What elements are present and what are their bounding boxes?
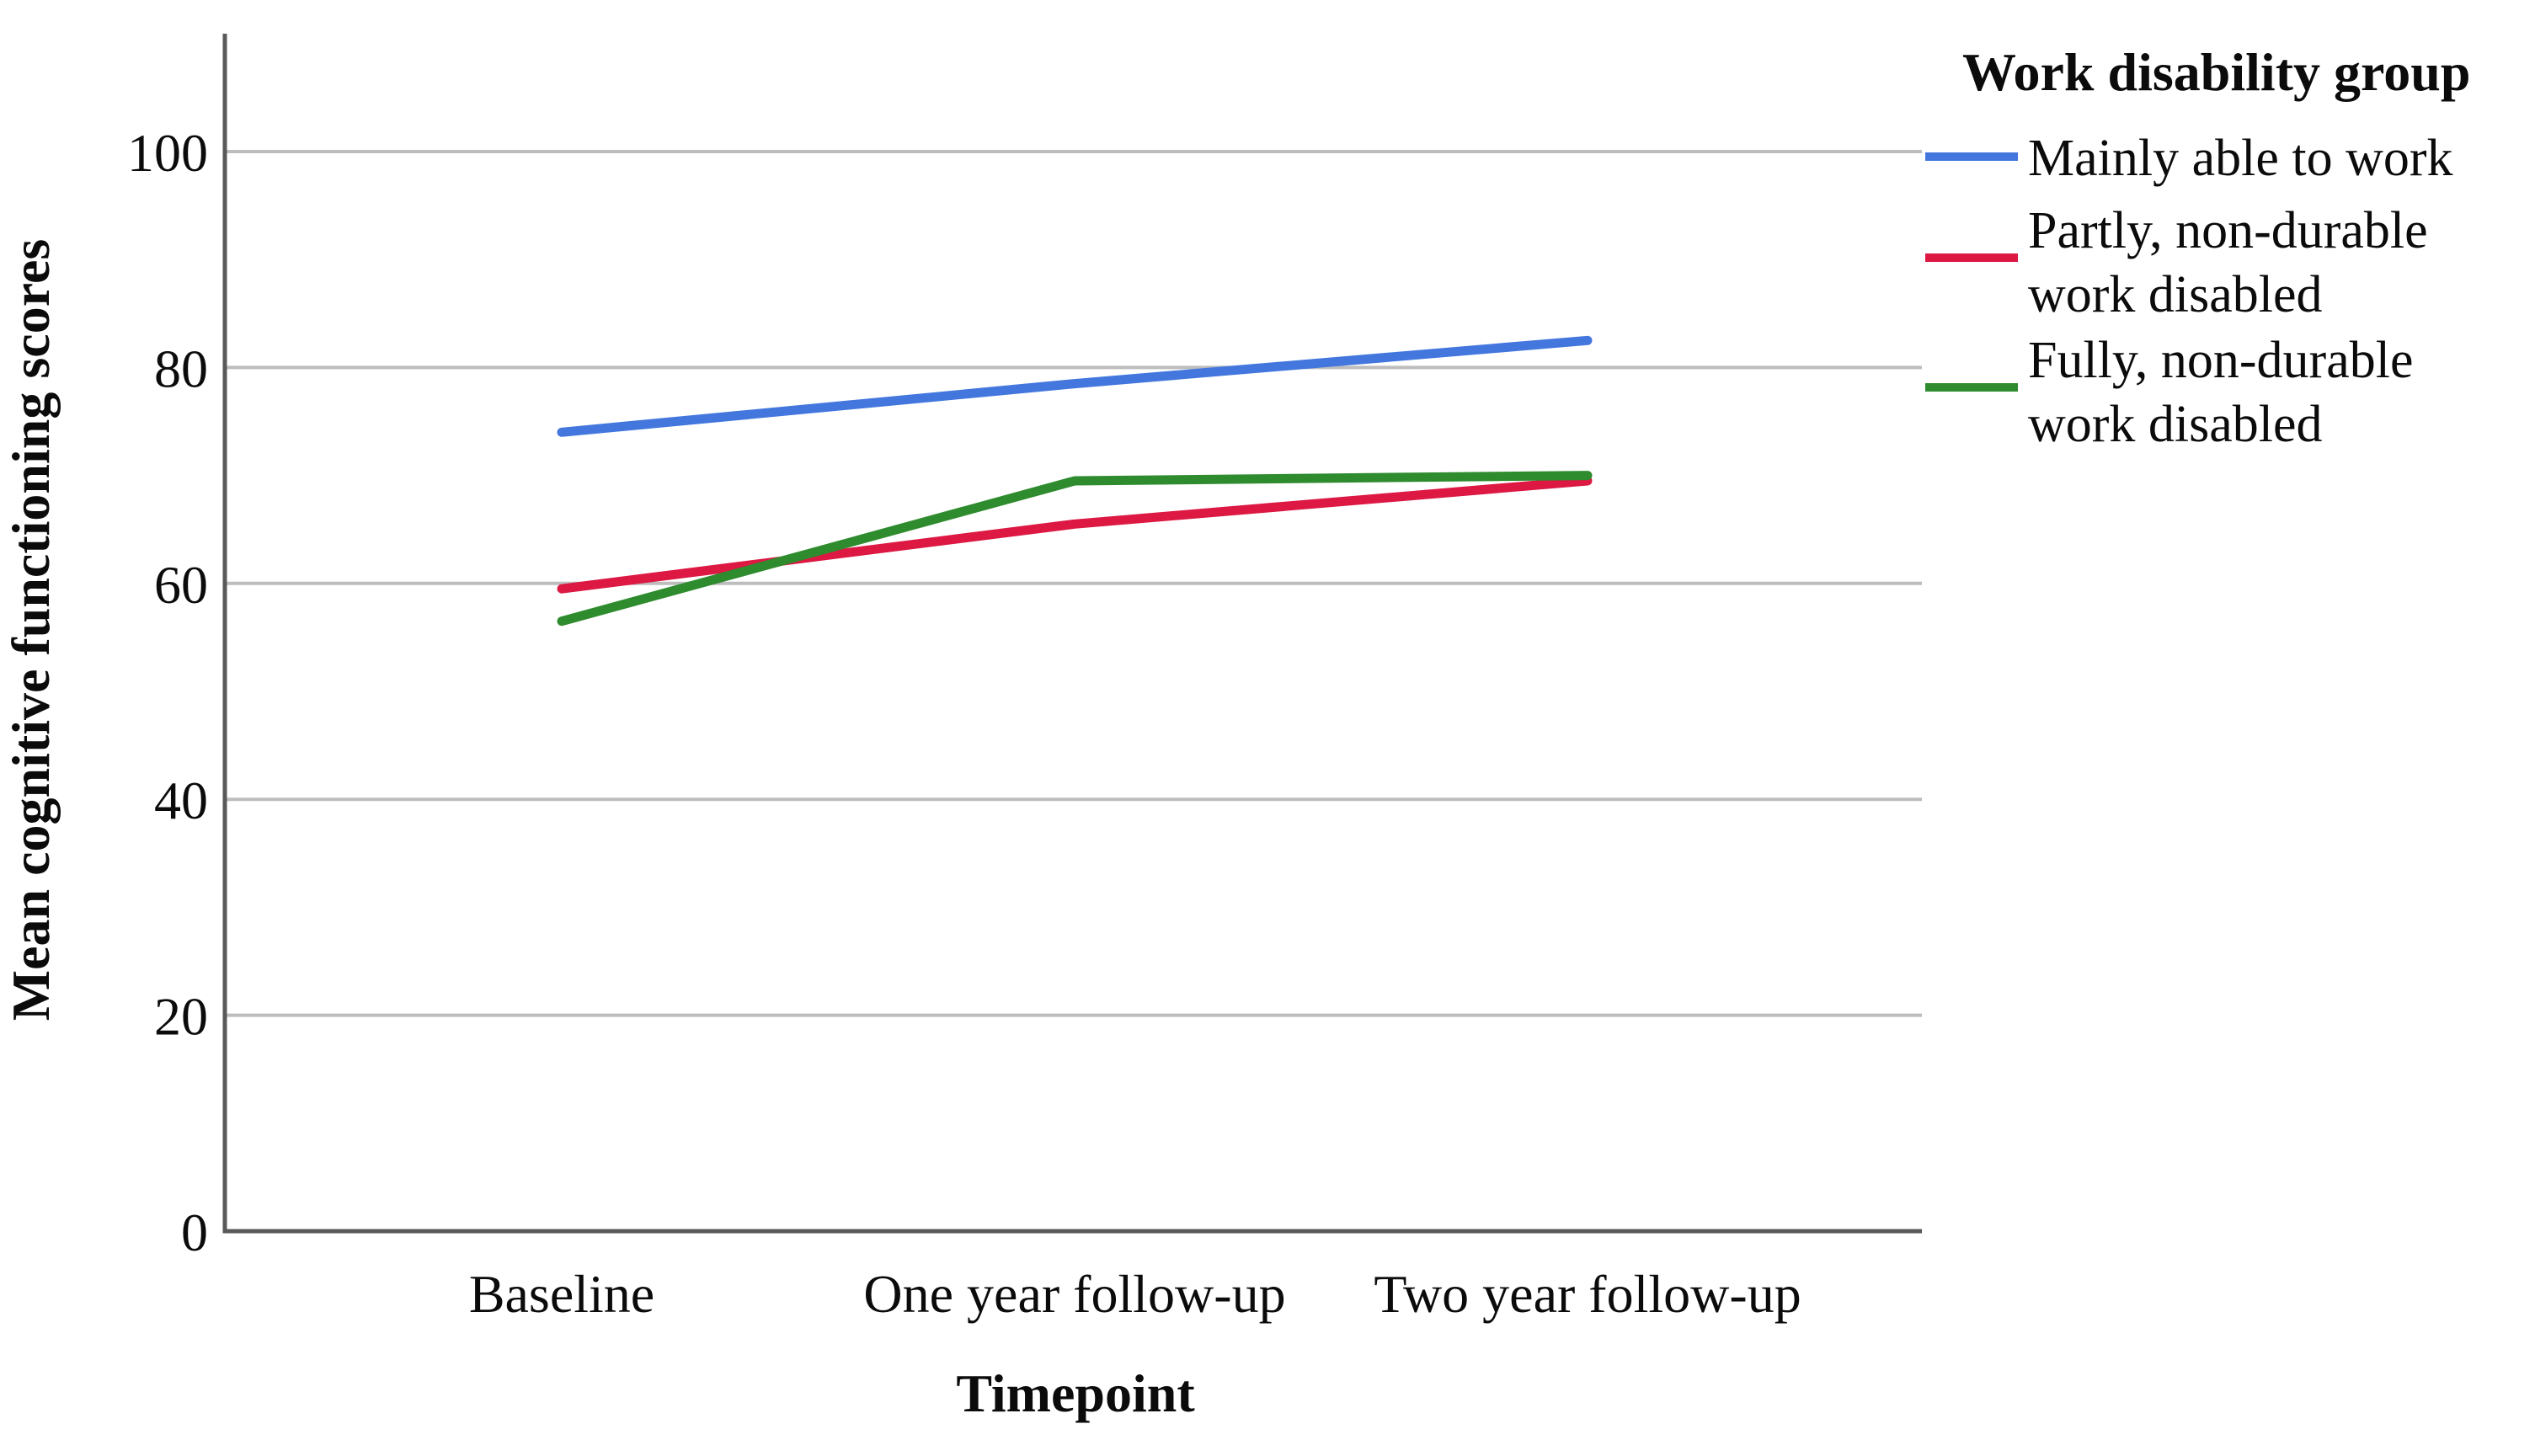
x-axis-tick-labels: Baseline One year follow-up Two year follo…: [469, 1264, 1801, 1324]
legend: Work disability group Mainly able to wor…: [1925, 42, 2470, 453]
y-tick-label: 0: [181, 1203, 208, 1262]
series-lines: [557, 335, 1593, 627]
y-tick-label: 60: [154, 555, 208, 615]
y-tick-label: 40: [154, 771, 208, 830]
legend-item: Fully, non-durable work disabled: [1925, 332, 2413, 453]
legend-label: work disabled: [2028, 266, 2323, 323]
legend-label: Mainly able to work: [2028, 130, 2453, 187]
legend-label: Fully, non-durable: [2028, 332, 2413, 389]
gridlines: [225, 150, 1922, 1017]
legend-item: Mainly able to work: [1925, 130, 2453, 187]
legend-item: Partly, non-durable work disabled: [1925, 202, 2428, 323]
y-axis-title: Mean cognitive functioning scores: [1, 239, 61, 1021]
x-tick-label: Baseline: [469, 1264, 654, 1324]
x-axis-title: Timepoint: [956, 1363, 1195, 1423]
legend-title: Work disability group: [1962, 42, 2470, 102]
y-tick-label: 100: [127, 123, 208, 183]
x-tick-label: One year follow-up: [863, 1264, 1285, 1324]
series-line-mainly-able-to-work: [557, 335, 1593, 437]
series-line-partly-non-durable-work-disabled: [557, 476, 1593, 594]
legend-label: Partly, non-durable: [2028, 202, 2428, 259]
x-tick-label: Two year follow-up: [1374, 1264, 1801, 1324]
y-axis-tick-labels: 0 20 40 60 80 100: [127, 123, 208, 1262]
y-tick-label: 80: [154, 339, 208, 398]
y-tick-label: 20: [154, 987, 208, 1047]
series-line-fully-non-durable-work-disabled: [557, 471, 1593, 627]
legend-label: work disabled: [2028, 396, 2323, 453]
